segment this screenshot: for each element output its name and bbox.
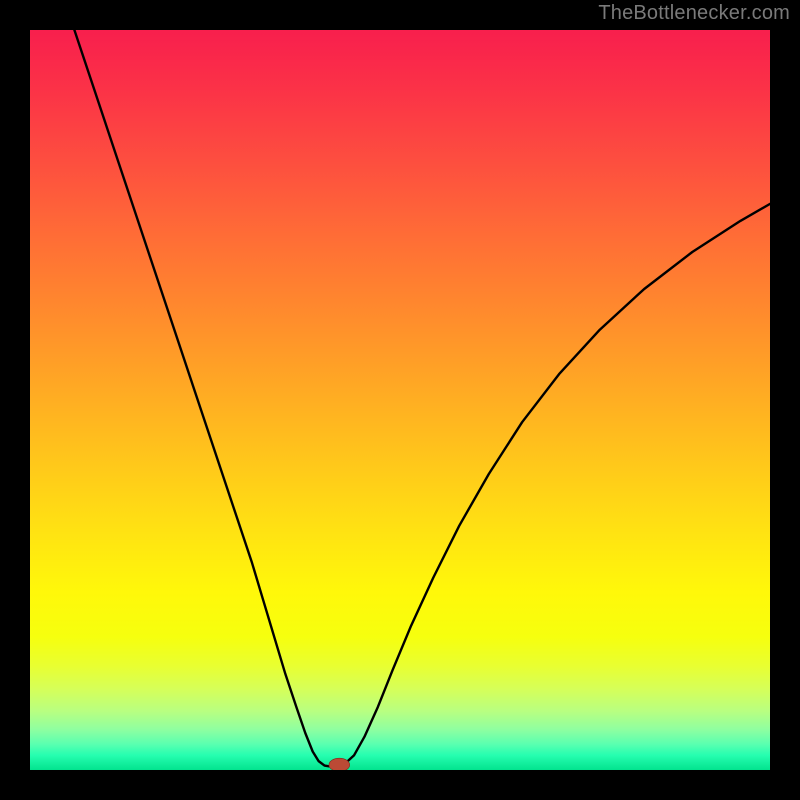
chart-svg xyxy=(30,30,770,770)
plot-area xyxy=(30,30,770,770)
watermark-text: TheBottlenecker.com xyxy=(598,2,790,25)
chart-background xyxy=(30,30,770,770)
optimum-marker xyxy=(329,758,350,770)
chart-frame: TheBottlenecker.com xyxy=(0,0,800,800)
